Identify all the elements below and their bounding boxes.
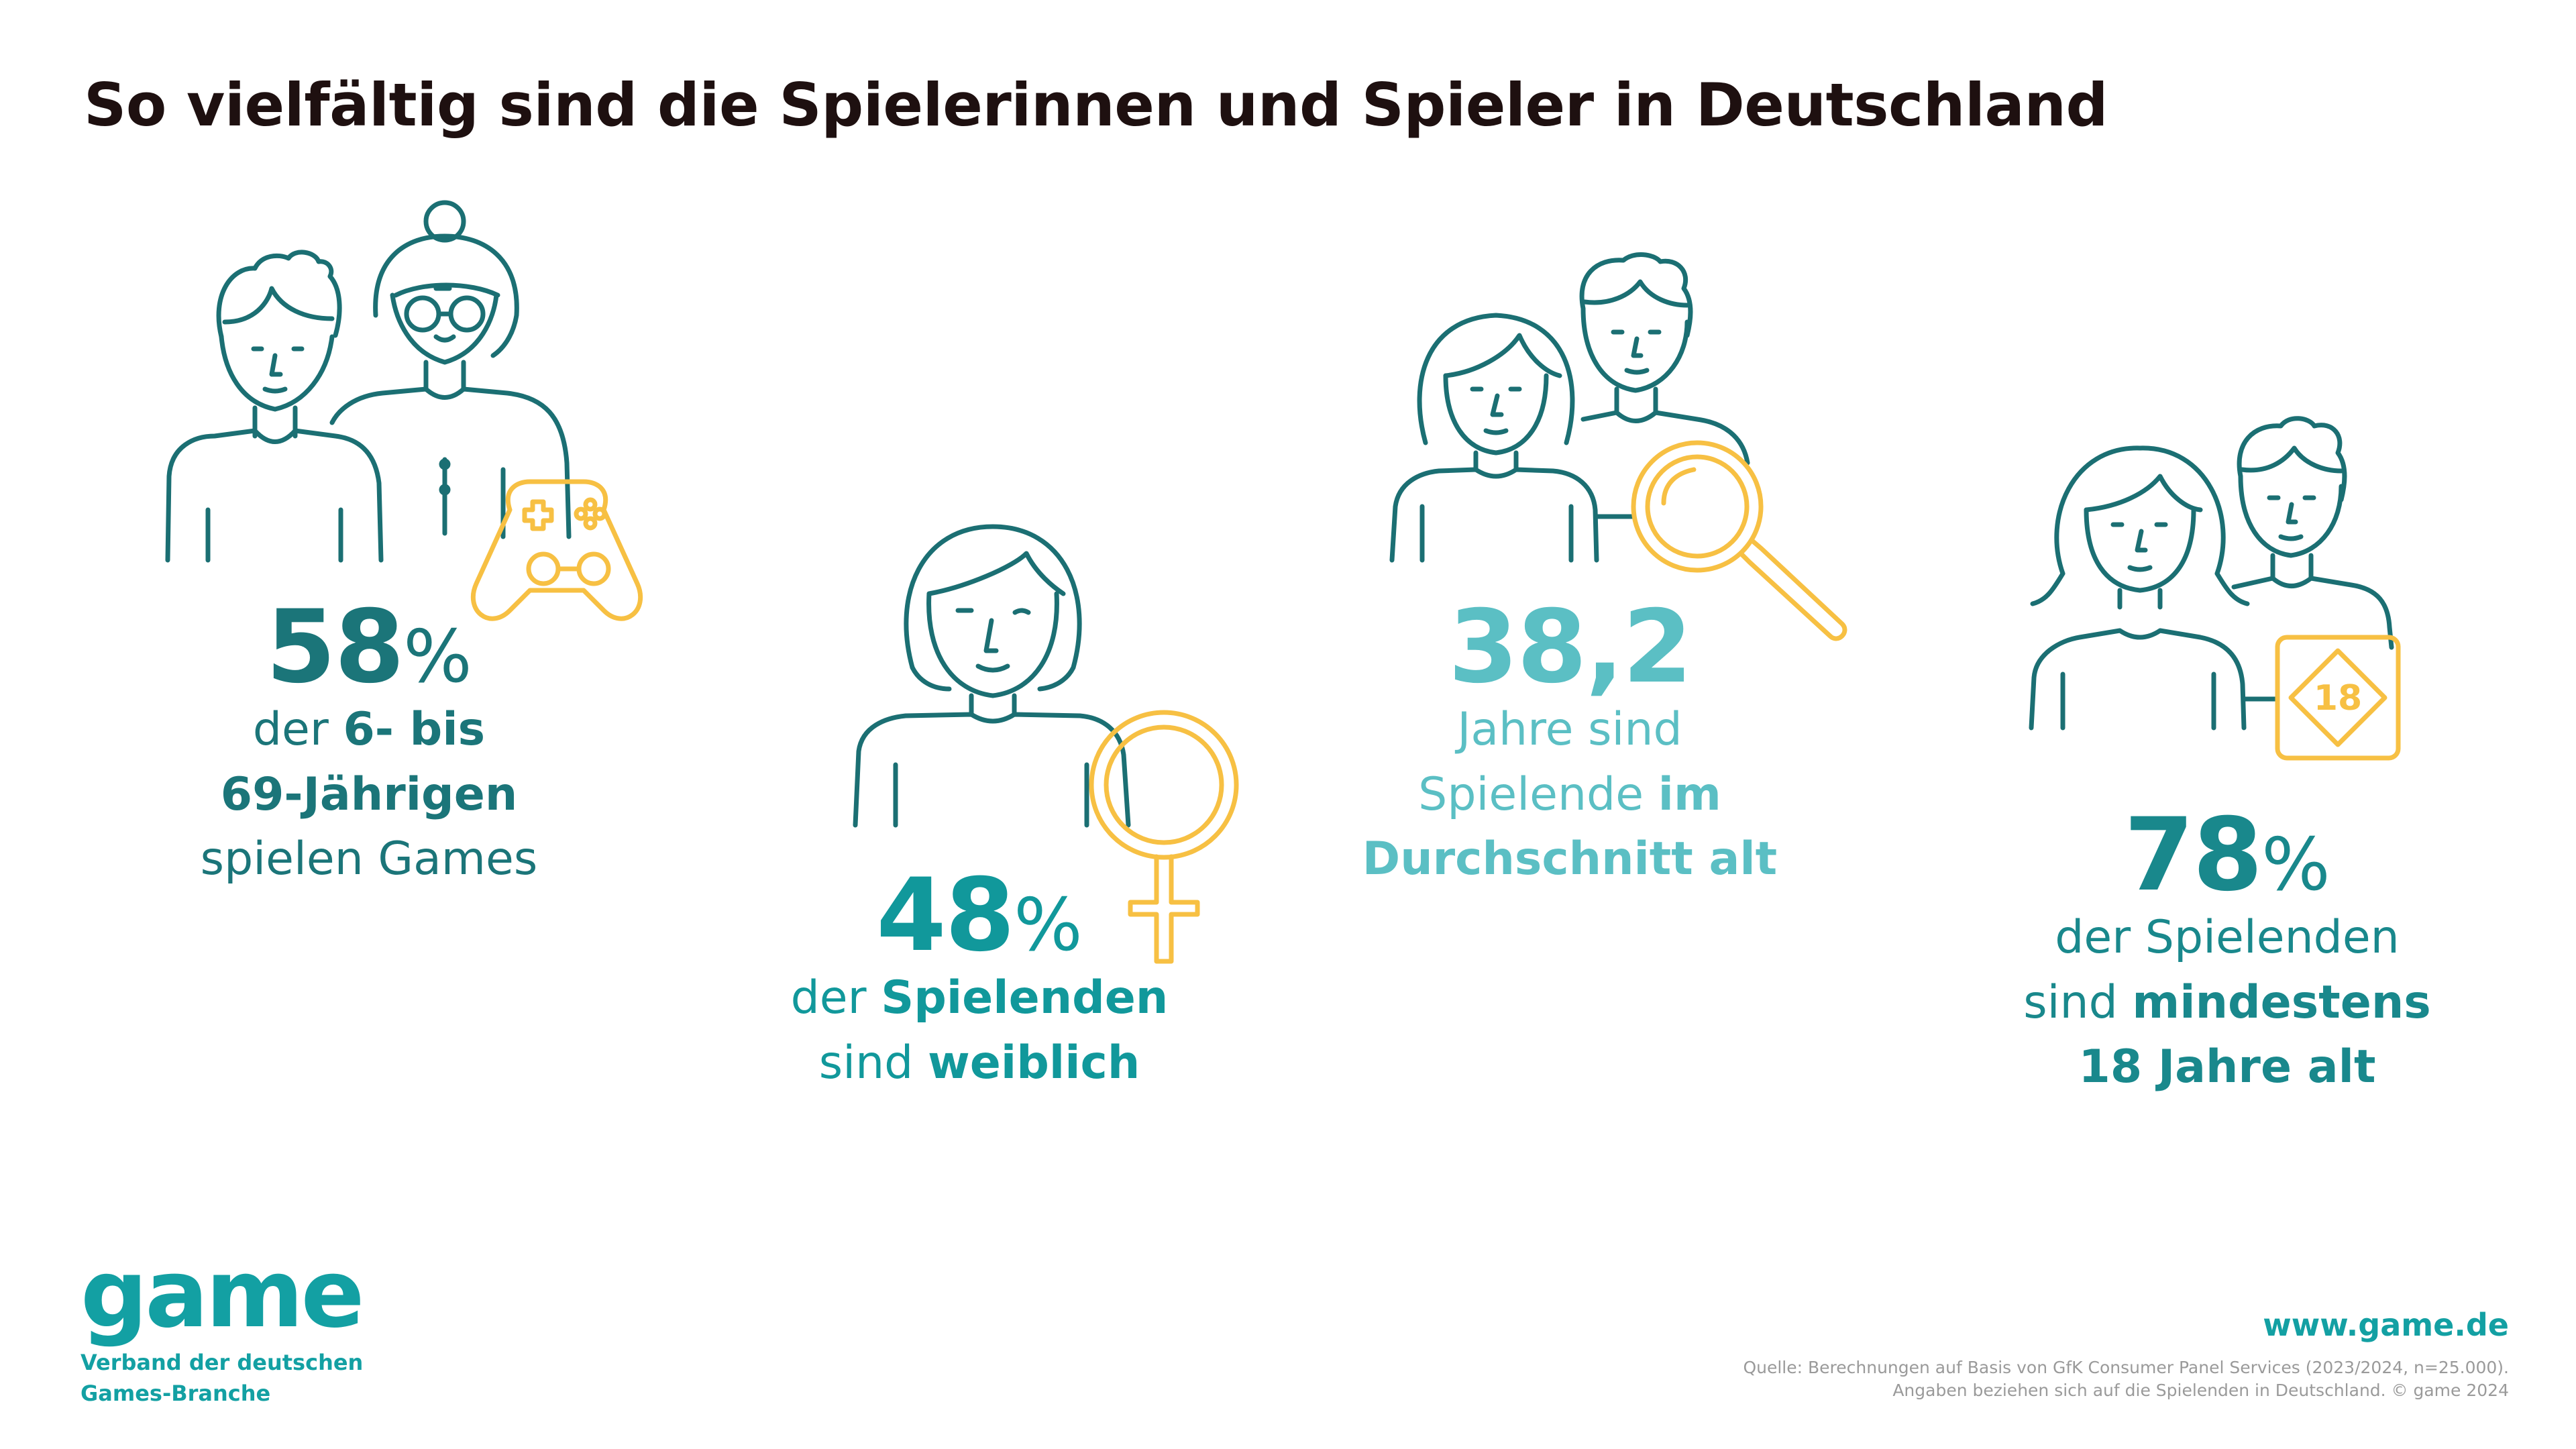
illustration-woman [853,524,1239,964]
page-title: So vielfältig sind die Spielerinnen und … [84,70,2108,140]
illustration-couple-magnifier [1389,252,1847,641]
female-symbol-icon [1089,710,1239,964]
stat-adult-players: 78% der Spielenden sind mindestens 18 Ja… [1992,805,2462,1100]
stat-value: 78% [2124,797,2330,914]
illustration-couple-age-badge: 18 [2029,416,2401,761]
illustration-boy-grandmother [165,200,643,621]
stat-players-age-6-69: 58% der 6- bis 69-Jährigen spielen Games [148,597,590,892]
logo-subtitle: Verband der deutschen Games-Branche [80,1350,364,1407]
stat-average-age: 38,2 Jahre sind Spielende im Durchschnit… [1328,597,1811,892]
stat-female-players: 48% der Spielenden sind weiblich [745,865,1214,1095]
logo-wordmark: game [80,1240,365,1349]
age-18-badge-icon: 18 [2275,635,2401,761]
game-logo: game Verband der deutschen Games-Branche [80,1240,365,1409]
stat-value: 48% [876,857,1083,974]
magnifier-icon [1631,440,1847,641]
gamepad-icon [470,479,643,621]
stat-value: 58% [266,589,472,706]
website-link[interactable]: www.game.de [2263,1307,2509,1343]
source-note: Quelle: Berechnungen auf Basis von GfK C… [1743,1358,2509,1400]
stat-value: 38,2 [1448,589,1693,706]
age-18-label: 18 [2314,678,2362,718]
